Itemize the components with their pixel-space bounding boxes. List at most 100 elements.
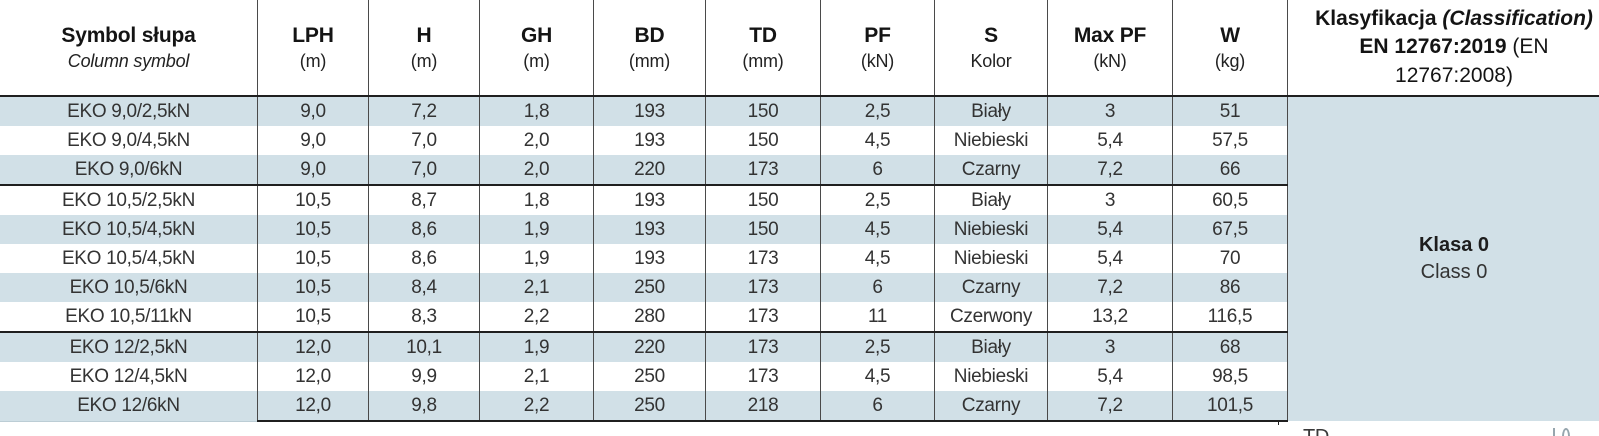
cell-bd: 193	[593, 126, 706, 155]
column-header-pf: PF (kN)	[820, 0, 935, 97]
cell-maxpf: 3	[1047, 331, 1173, 362]
cell-lph: 12,0	[257, 362, 369, 391]
cell-td: 173	[705, 244, 821, 273]
column-header-s: S Kolor	[934, 0, 1048, 97]
table-row: EKO 10,5/4,5kN 10,5 8,6 1,9 193 150 4,5 Niebies…	[0, 215, 1599, 244]
cell-bd: 280	[593, 302, 706, 332]
cell-lph: 9,0	[257, 126, 369, 155]
cell-gh: 1,9	[479, 215, 594, 244]
cell-symbol: EKO 12/2,5kN	[0, 331, 258, 362]
table-row: EKO 10,5/11kN 10,5 8,3 2,2 280 173 11 Czerwony 1…	[0, 302, 1599, 332]
column-header-sublabel: (mm)	[742, 50, 784, 71]
cell-h: 10,1	[368, 331, 480, 362]
cell-pf: 2,5	[820, 96, 935, 126]
cell-s: Niebieski	[934, 215, 1048, 244]
classification-class-en: Class 0	[1420, 261, 1488, 283]
cell-symbol: EKO 9,0/4,5kN	[0, 126, 258, 155]
cell-pf: 4,5	[820, 244, 935, 273]
cell-td: 150	[705, 215, 821, 244]
cell-lph: 9,0	[257, 155, 369, 185]
clipped-artifact	[1553, 428, 1579, 436]
cell-td: 150	[705, 96, 821, 126]
cell-td: 173	[705, 362, 821, 391]
cell-bd: 250	[593, 362, 706, 391]
cell-bd: 220	[593, 155, 706, 185]
column-header-sublabel: (m)	[523, 50, 550, 71]
pole-spec-table: Symbol słupa Column symbol LPH (m) H (m) GH (m)…	[0, 0, 1599, 422]
classification-standard-new: EN 12767:2019	[1359, 35, 1507, 59]
cell-maxpf: 13,2	[1047, 302, 1173, 332]
cell-w: 70	[1172, 244, 1288, 273]
cell-h: 8,4	[368, 273, 480, 302]
column-header-label: H	[416, 23, 432, 47]
cell-w: 68	[1172, 331, 1288, 362]
column-header-sublabel: Column symbol	[67, 50, 190, 71]
cell-h: 8,6	[368, 244, 480, 273]
cell-pf: 11	[820, 302, 935, 332]
cell-gh: 2,0	[479, 126, 594, 155]
column-header-td: TD (mm)	[705, 0, 821, 97]
cell-td: 173	[705, 155, 821, 185]
column-header-label: Max PF	[1073, 23, 1147, 47]
cell-h: 8,6	[368, 215, 480, 244]
cell-s: Niebieski	[934, 362, 1048, 391]
cell-w: 98,5	[1172, 362, 1288, 391]
cell-symbol: EKO 10,5/4,5kN	[0, 244, 258, 273]
cell-gh: 2,0	[479, 155, 594, 185]
cell-td: 173	[705, 273, 821, 302]
classification-title-pl: Klasyfikacja	[1315, 6, 1437, 30]
cell-pf: 6	[820, 155, 935, 185]
column-header-label: LPH	[292, 23, 334, 47]
cell-pf: 4,5	[820, 215, 935, 244]
column-header-bd: BD (mm)	[593, 0, 706, 97]
cell-bd: 193	[593, 184, 706, 215]
cell-h: 7,2	[368, 96, 480, 126]
cell-gh: 1,8	[479, 96, 594, 126]
classification-class-pl: Klasa 0	[1418, 234, 1490, 256]
table-row: EKO 9,0/6kN 9,0 7,0 2,0 220 173 6 Czarny 7,2 66	[0, 155, 1599, 185]
cell-gh: 2,2	[479, 391, 594, 422]
table-bottom-divider-stub	[1278, 420, 1279, 425]
cell-td: 150	[705, 126, 821, 155]
cell-maxpf: 7,2	[1047, 391, 1173, 422]
cell-lph: 10,5	[257, 184, 369, 215]
table-row: EKO 10,5/2,5kN 10,5 8,7 1,8 193 150 2,5 Biały 3 6…	[0, 184, 1599, 215]
column-header-label: TD	[749, 23, 777, 47]
cell-bd: 250	[593, 273, 706, 302]
cell-s: Niebieski	[934, 126, 1048, 155]
column-header-sublabel: (m)	[299, 50, 327, 71]
cell-td: 173	[705, 331, 821, 362]
column-header-sublabel: (mm)	[628, 50, 671, 71]
cell-symbol: EKO 9,0/2,5kN	[0, 96, 258, 126]
table-body: EKO 9,0/2,5kN 9,0 7,2 1,8 193 150 2,5 Biały 3 51 K…	[0, 96, 1599, 422]
cell-s: Biały	[934, 331, 1048, 362]
table-row: EKO 12/2,5kN 12,0 10,1 1,9 220 173 2,5 Biały 3 68	[0, 331, 1599, 362]
cell-w: 116,5	[1172, 302, 1288, 332]
cell-w: 101,5	[1172, 391, 1288, 422]
table-row: EKO 10,5/4,5kN 10,5 8,6 1,9 193 173 4,5 Niebies…	[0, 244, 1599, 273]
classification-standard-old-2: 12767:2008)	[1395, 63, 1513, 87]
column-header-maxpf: Max PF (kN)	[1047, 0, 1173, 97]
cell-symbol: EKO 10,5/11kN	[0, 302, 258, 332]
column-header-label: S	[984, 23, 998, 47]
classification-standard-old-1: (EN	[1512, 35, 1549, 59]
cell-gh: 2,2	[479, 302, 594, 332]
cell-w: 57,5	[1172, 126, 1288, 155]
column-header-sublabel: (kN)	[860, 50, 895, 71]
cell-td: 173	[705, 302, 821, 332]
classification-cell: Klasa 0 Class 0	[1287, 96, 1599, 421]
column-header-gh: GH (m)	[479, 0, 594, 97]
cell-gh: 2,1	[479, 362, 594, 391]
cell-h: 7,0	[368, 126, 480, 155]
cell-symbol: EKO 12/4,5kN	[0, 362, 258, 391]
cell-lph: 9,0	[257, 96, 369, 126]
table-row: EKO 12/6kN 12,0 9,8 2,2 250 218 6 Czarny 7,2 101,…	[0, 391, 1599, 422]
cell-h: 9,8	[368, 391, 480, 422]
classification-title-en: (Classification)	[1442, 6, 1593, 30]
cell-pf: 6	[820, 391, 935, 422]
table-row: EKO 10,5/6kN 10,5 8,4 2,1 250 173 6 Czarny 7,2 86	[0, 273, 1599, 302]
cell-bd: 193	[593, 244, 706, 273]
cell-gh: 1,9	[479, 244, 594, 273]
cell-s: Czarny	[934, 273, 1048, 302]
cell-maxpf: 3	[1047, 96, 1173, 126]
